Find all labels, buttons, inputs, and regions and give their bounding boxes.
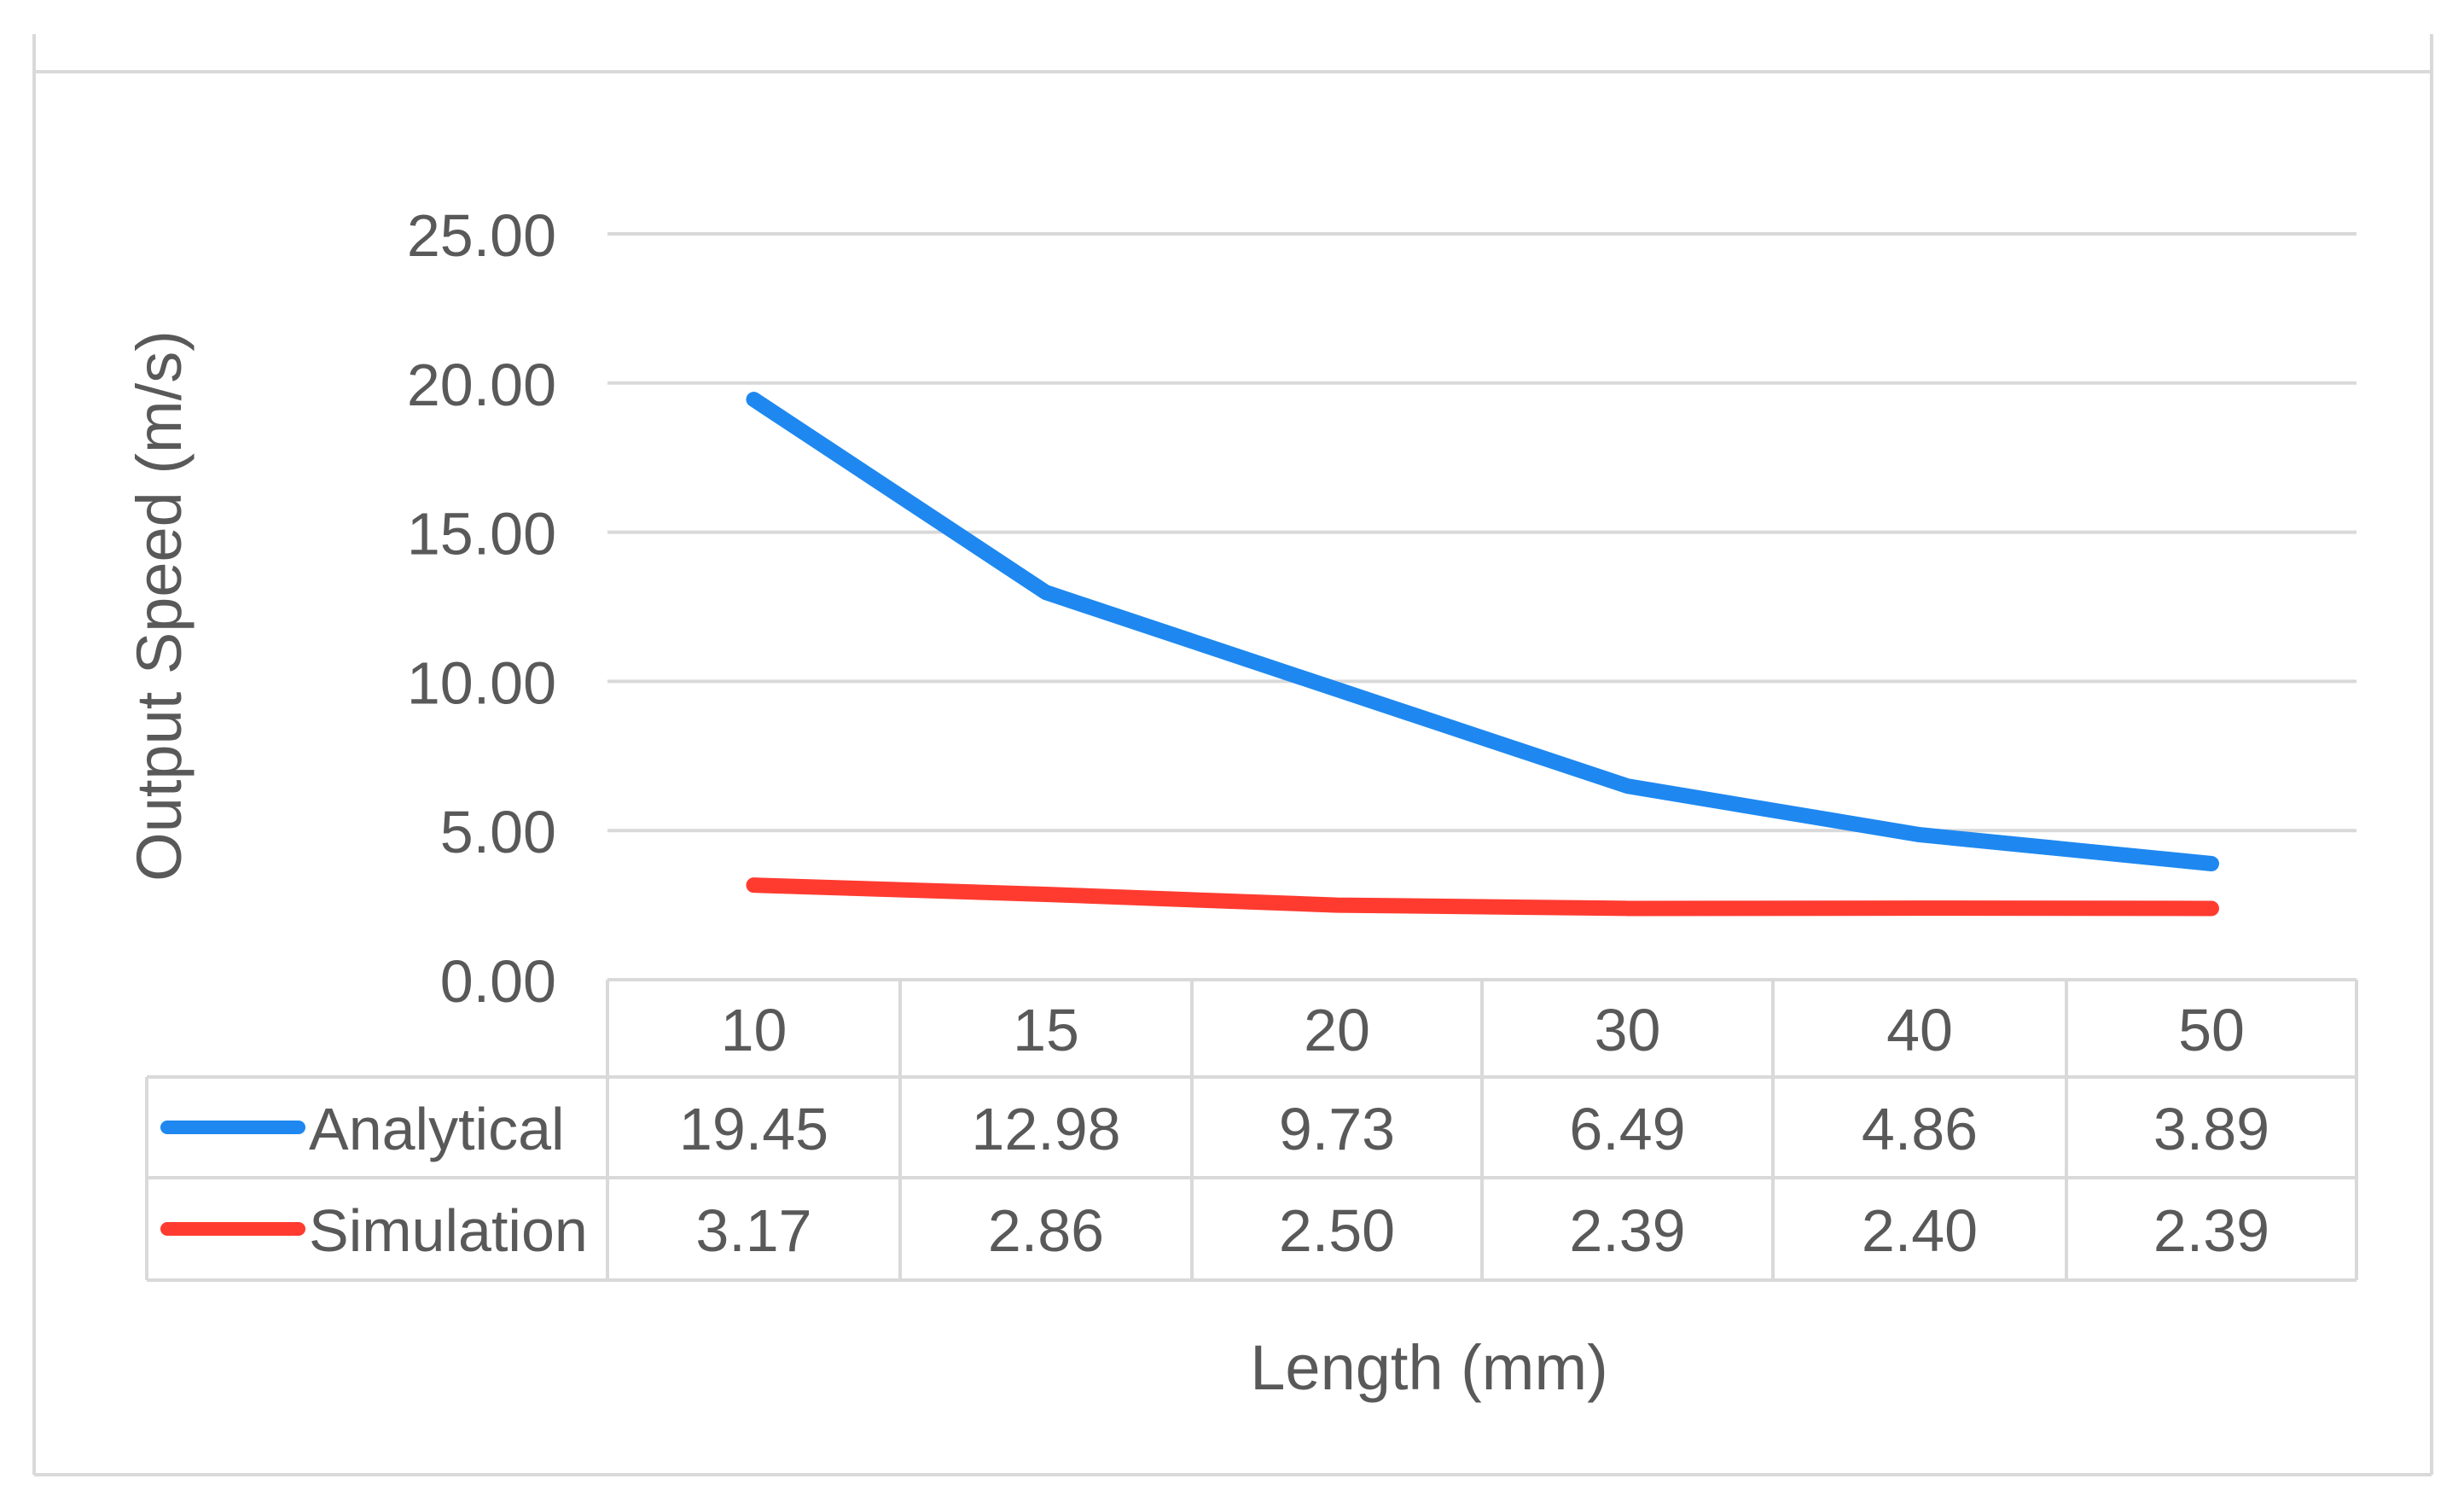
data-label: 3.17 — [695, 1197, 811, 1264]
y-tick-label: 15.00 — [407, 501, 556, 568]
x-tick-label: 30 — [1595, 997, 1661, 1063]
data-label: 2.40 — [1862, 1197, 1978, 1264]
x-tick-label: 15 — [1013, 997, 1079, 1063]
y-tick-label: 20.00 — [407, 352, 556, 418]
x-tick-label: 50 — [2178, 997, 2245, 1063]
series-line-simulation — [746, 877, 2219, 917]
gridlines — [607, 232, 2356, 833]
x-tick-label: 10 — [721, 997, 787, 1063]
data-label: 2.39 — [1569, 1197, 1685, 1264]
x-tick-label: 20 — [1304, 997, 1370, 1063]
series-lines — [746, 392, 2219, 917]
y-tick-labels: 0.00 5.00 10.00 15.00 20.00 25.00 — [407, 202, 556, 1015]
legend-label-analytical: Analytical — [309, 1096, 565, 1162]
y-tick-label: 5.00 — [440, 799, 556, 865]
data-label: 2.50 — [1279, 1197, 1395, 1264]
y-tick-label: 0.00 — [440, 948, 556, 1015]
series-line-analytical — [746, 392, 2219, 872]
data-table: 10 15 20 30 40 50 Analytical 19.45 12.98 9.73 6.49… — [145, 978, 2358, 1282]
data-label: 2.39 — [2153, 1197, 2269, 1264]
data-label: 3.89 — [2153, 1096, 2269, 1162]
data-label: 9.73 — [1279, 1096, 1395, 1162]
y-tick-label: 25.00 — [407, 202, 556, 269]
x-tick-label: 40 — [1886, 997, 1953, 1063]
y-tick-label: 10.00 — [407, 649, 556, 716]
legend-label-simulation: Simulation — [309, 1197, 588, 1264]
x-axis-label: Length (mm) — [1250, 1332, 1607, 1403]
data-label: 2.86 — [988, 1197, 1104, 1264]
data-label: 6.49 — [1569, 1096, 1685, 1162]
data-label: 19.45 — [679, 1096, 828, 1162]
y-axis-label: Output Speed (m/s) — [124, 330, 195, 882]
data-label: 4.86 — [1862, 1096, 1978, 1162]
data-label: 12.98 — [971, 1096, 1120, 1162]
